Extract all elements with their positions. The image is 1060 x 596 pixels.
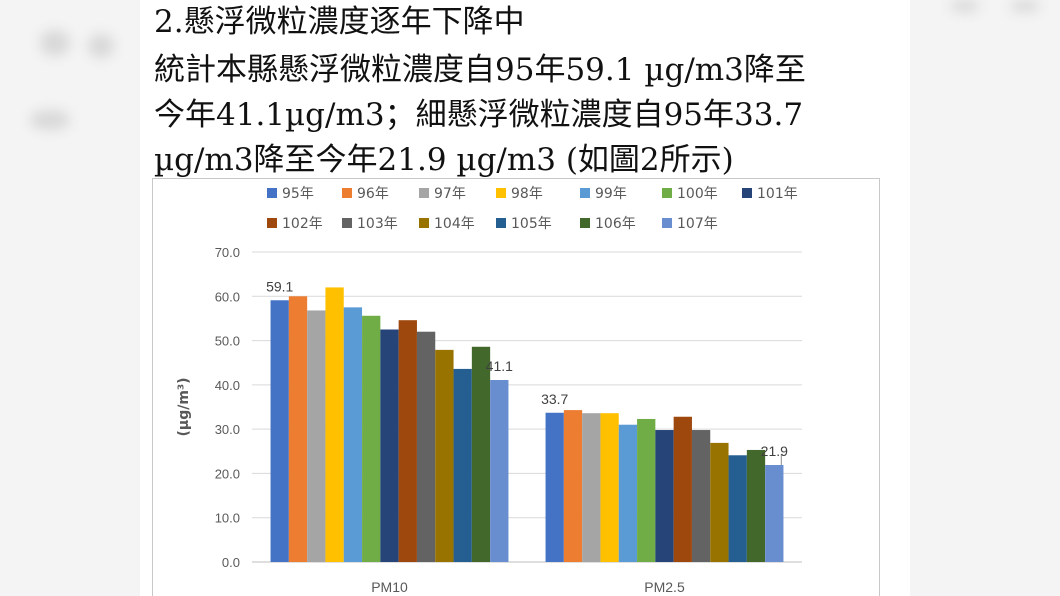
y-tick-label: 0.0 xyxy=(222,555,240,570)
bar xyxy=(362,315,381,562)
x-tick-label: PM10 xyxy=(371,579,408,595)
data-label: 21.9 xyxy=(761,443,788,459)
left-background xyxy=(0,0,140,596)
data-label: 59.1 xyxy=(266,278,293,294)
bar-chart: 59.1 41.1 33.7 21.9 0.0 10.0 20.0 30.0 40.0 50.0… xyxy=(152,178,880,596)
bars xyxy=(270,287,784,562)
bar xyxy=(288,296,308,562)
legend-swatch xyxy=(662,188,672,198)
bar xyxy=(563,410,583,562)
legend-swatch xyxy=(342,218,352,228)
y-tick-label: 70.0 xyxy=(215,245,240,260)
blurred-shape xyxy=(1010,0,1040,12)
blurred-shape xyxy=(88,34,114,58)
bar xyxy=(453,368,472,562)
bar xyxy=(600,413,619,562)
blurred-shape xyxy=(30,110,70,130)
bar xyxy=(435,349,454,562)
legend-label: 99年 xyxy=(595,186,627,202)
bar xyxy=(471,346,491,562)
blurred-shape xyxy=(40,30,70,56)
legend-label: 103年 xyxy=(357,216,398,232)
data-labels: 59.1 41.1 33.7 21.9 xyxy=(266,278,788,466)
bar xyxy=(618,424,638,562)
body-text-line: 今年41.1µg/m3；細懸浮微粒濃度自95年33.7 xyxy=(154,97,804,133)
y-tick-label: 20.0 xyxy=(215,466,240,481)
bar xyxy=(325,287,344,562)
data-label: 33.7 xyxy=(541,391,568,407)
blurred-shape xyxy=(950,0,980,12)
legend-label: 101年 xyxy=(757,186,798,202)
legend-label: 105年 xyxy=(511,216,552,232)
axes: 0.0 10.0 20.0 30.0 40.0 50.0 60.0 70.0 (µg/m³) PM… xyxy=(176,245,685,595)
bar xyxy=(710,442,729,562)
legend-label: 104年 xyxy=(434,216,475,232)
y-tick-label: 60.0 xyxy=(215,289,240,304)
bar xyxy=(582,413,601,562)
legend-label: 97年 xyxy=(434,186,466,202)
bar xyxy=(307,310,326,562)
legend-label: 102年 xyxy=(282,216,323,232)
section-heading: 2.懸浮微粒濃度逐年下降中 xyxy=(154,4,525,40)
bar xyxy=(673,416,692,562)
bar xyxy=(746,449,766,562)
bar xyxy=(655,430,674,562)
bar xyxy=(765,465,784,562)
legend-swatch xyxy=(419,188,429,198)
bar xyxy=(691,430,711,562)
x-tick-label: PM2.5 xyxy=(644,579,685,595)
bar xyxy=(398,320,417,562)
body-text-line: µg/m3降至今年21.9 µg/m3 (如圖2所示) xyxy=(154,142,734,178)
bar xyxy=(490,379,509,562)
legend-swatch xyxy=(267,218,277,228)
y-tick-label: 30.0 xyxy=(215,422,240,437)
y-tick-label: 40.0 xyxy=(215,378,240,393)
bar xyxy=(637,418,656,562)
legend-label: 96年 xyxy=(357,186,389,202)
right-background xyxy=(910,0,1060,596)
legend-swatch xyxy=(580,218,590,228)
bar xyxy=(416,331,436,562)
bar xyxy=(343,307,363,562)
legend-label: 107年 xyxy=(677,216,718,232)
y-axis-title: (µg/m³) xyxy=(176,378,192,437)
bar xyxy=(728,455,747,562)
legend-swatch xyxy=(742,188,752,198)
legend-label: 95年 xyxy=(282,186,314,202)
y-tick-label: 50.0 xyxy=(215,334,240,349)
legend-swatch xyxy=(662,218,672,228)
legend-label: 98年 xyxy=(511,186,543,202)
legend-swatch xyxy=(342,188,352,198)
legend-swatch xyxy=(496,218,506,228)
data-label: 41.1 xyxy=(486,358,513,374)
legend-label: 100年 xyxy=(677,186,718,202)
body-text-line: 統計本縣懸浮微粒濃度自95年59.1 µg/m3降至 xyxy=(154,52,806,88)
bar xyxy=(270,300,289,562)
y-tick-label: 10.0 xyxy=(215,511,240,526)
legend-swatch xyxy=(267,188,277,198)
legend-swatch xyxy=(419,218,429,228)
bar xyxy=(545,412,564,562)
legend-swatch xyxy=(496,188,506,198)
legend: 95年 96年 97年 98年 99年 100年 101年 102年 103年 104年 105年 1… xyxy=(267,186,798,232)
bar xyxy=(380,329,399,562)
legend-label: 106年 xyxy=(595,216,636,232)
legend-swatch xyxy=(580,188,590,198)
